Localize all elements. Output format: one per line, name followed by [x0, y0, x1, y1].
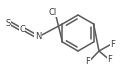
Text: S: S — [5, 18, 11, 28]
Text: Cl: Cl — [49, 7, 57, 17]
Text: F: F — [86, 57, 90, 66]
Text: F: F — [108, 56, 112, 64]
Text: C: C — [19, 24, 25, 34]
Text: F: F — [111, 39, 115, 49]
Text: N: N — [35, 32, 41, 41]
